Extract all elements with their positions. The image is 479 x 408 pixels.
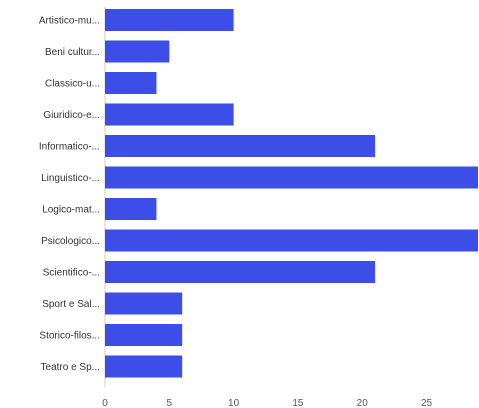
category-label: Logico-mat... bbox=[42, 205, 100, 216]
category-label: Informatico-... bbox=[39, 142, 100, 153]
x-tick-label: 20 bbox=[357, 398, 369, 408]
bar bbox=[105, 103, 234, 126]
category-label: Linguistico-... bbox=[41, 173, 100, 184]
bar bbox=[105, 324, 183, 346]
category-label: Beni cultur... bbox=[45, 47, 100, 58]
x-tick-label: 5 bbox=[167, 398, 173, 408]
category-label: Scientifico-... bbox=[43, 268, 100, 279]
bar bbox=[105, 292, 183, 315]
bar bbox=[105, 135, 376, 157]
bar bbox=[105, 261, 376, 283]
bar bbox=[105, 166, 478, 189]
category-label: Sport e Sal... bbox=[42, 299, 100, 310]
category-labels-group: Artistico-mu... Beni cultur... Classico-u.… bbox=[39, 16, 100, 374]
bars-group bbox=[105, 9, 478, 378]
bar bbox=[105, 229, 478, 252]
bar bbox=[105, 9, 234, 31]
x-tick-labels-group: 0 5 10 15 20 25 bbox=[102, 398, 432, 408]
bar bbox=[105, 40, 170, 63]
x-tick-label: 10 bbox=[228, 398, 240, 408]
category-label: Classico-u... bbox=[45, 79, 100, 90]
bar bbox=[105, 72, 157, 94]
category-label: Storico-filos... bbox=[39, 331, 100, 342]
bar bbox=[105, 198, 157, 220]
x-tick-label: 15 bbox=[292, 398, 304, 408]
x-tick-label: 25 bbox=[421, 398, 433, 408]
bar bbox=[105, 355, 183, 378]
category-label: Psicologico... bbox=[41, 236, 100, 247]
category-label: Artistico-mu... bbox=[39, 16, 100, 27]
category-label: Teatro e Sp... bbox=[41, 362, 100, 373]
category-label: Giuridico-e... bbox=[43, 110, 100, 121]
x-tick-label: 0 bbox=[102, 398, 108, 408]
